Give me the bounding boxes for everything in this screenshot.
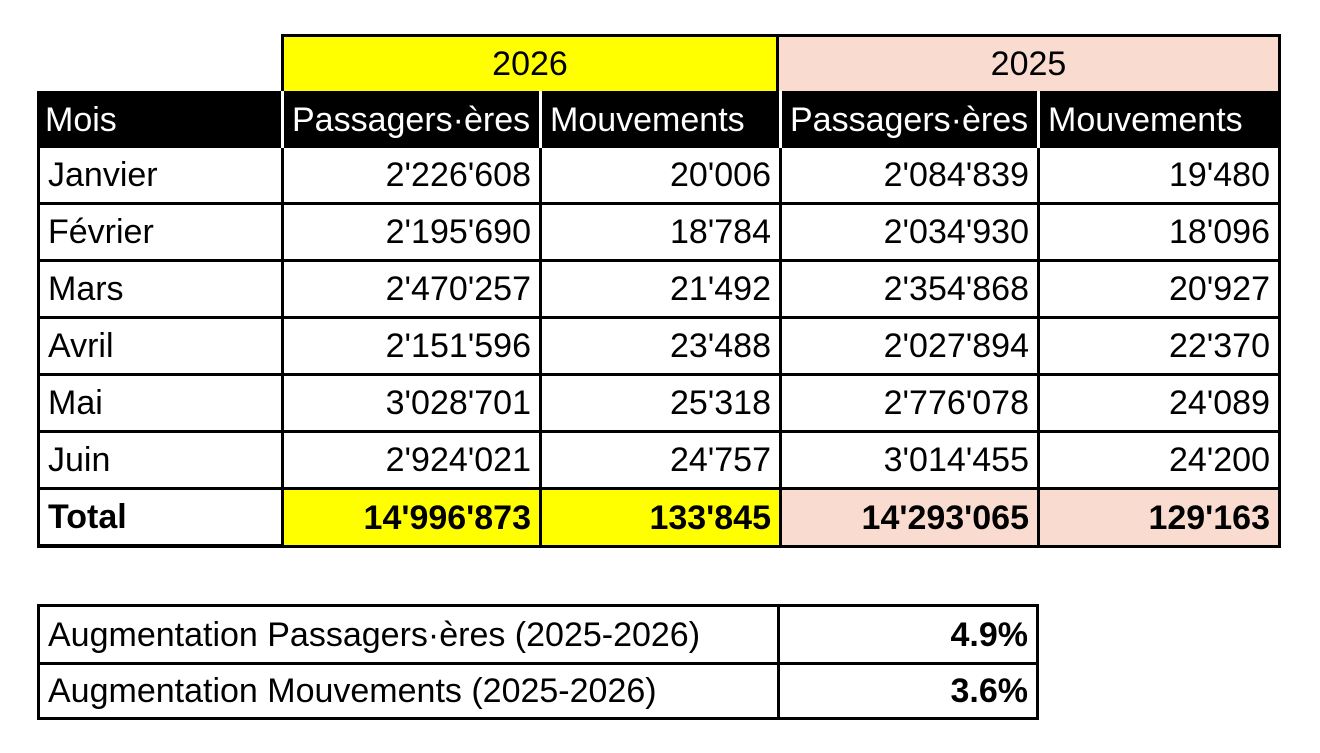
column-header-movements-2026: Mouvements <box>539 91 779 148</box>
column-header-passengers-2025: Passagers·ères <box>779 91 1037 148</box>
total-movements-2026: 133'845 <box>539 490 779 548</box>
column-header-month: Mois <box>37 91 281 148</box>
month-cell: Janvier <box>37 148 281 205</box>
month-cell: Mai <box>37 376 281 433</box>
movement-growth-label: Augmentation Mouvements (2025-2026) <box>37 662 777 720</box>
passengers-2026-cell: 3'028'701 <box>281 376 539 433</box>
column-header-passengers-2026: Passagers·ères <box>281 91 539 148</box>
movements-2026-cell: 21'492 <box>539 262 779 319</box>
movements-2025-cell: 18'096 <box>1037 205 1281 262</box>
movements-2025-cell: 24'089 <box>1037 376 1281 433</box>
passenger-growth-value: 4.9% <box>777 604 1039 662</box>
movements-2026-cell: 25'318 <box>539 376 779 433</box>
movements-2026-cell: 20'006 <box>539 148 779 205</box>
total-passengers-2026: 14'996'873 <box>281 490 539 548</box>
passengers-2026-cell: 2'151'596 <box>281 319 539 376</box>
passengers-2025-cell: 2'776'078 <box>779 376 1037 433</box>
traffic-table: 2026 2025 Mois Passagers·ères Mouvements… <box>37 34 1281 548</box>
empty-corner-cell <box>37 34 281 91</box>
movements-2025-cell: 24'200 <box>1037 433 1281 490</box>
total-movements-2025: 129'163 <box>1037 490 1281 548</box>
month-cell: Février <box>37 205 281 262</box>
month-cell: Mars <box>37 262 281 319</box>
month-cell: Juin <box>37 433 281 490</box>
passenger-growth-label: Augmentation Passagers·ères (2025-2026) <box>37 604 777 662</box>
movements-2025-cell: 22'370 <box>1037 319 1281 376</box>
passengers-2026-cell: 2'924'021 <box>281 433 539 490</box>
movement-growth-value: 3.6% <box>777 662 1039 720</box>
passengers-2026-cell: 2'226'608 <box>281 148 539 205</box>
movements-2026-cell: 18'784 <box>539 205 779 262</box>
growth-summary-table: Augmentation Passagers·ères (2025-2026) … <box>37 604 1039 720</box>
total-label: Total <box>37 490 281 548</box>
passengers-2025-cell: 2'034'930 <box>779 205 1037 262</box>
movements-2025-cell: 19'480 <box>1037 148 1281 205</box>
total-passengers-2025: 14'293'065 <box>779 490 1037 548</box>
movements-2026-cell: 23'488 <box>539 319 779 376</box>
passengers-2025-cell: 2'027'894 <box>779 319 1037 376</box>
year-header-2025: 2025 <box>779 34 1281 91</box>
passengers-2026-cell: 2'195'690 <box>281 205 539 262</box>
month-cell: Avril <box>37 319 281 376</box>
passengers-2025-cell: 2'354'868 <box>779 262 1037 319</box>
passengers-2026-cell: 2'470'257 <box>281 262 539 319</box>
passengers-2025-cell: 2'084'839 <box>779 148 1037 205</box>
movements-2025-cell: 20'927 <box>1037 262 1281 319</box>
column-header-movements-2025: Mouvements <box>1037 91 1281 148</box>
year-header-2026: 2026 <box>281 34 779 91</box>
passengers-2025-cell: 3'014'455 <box>779 433 1037 490</box>
movements-2026-cell: 24'757 <box>539 433 779 490</box>
